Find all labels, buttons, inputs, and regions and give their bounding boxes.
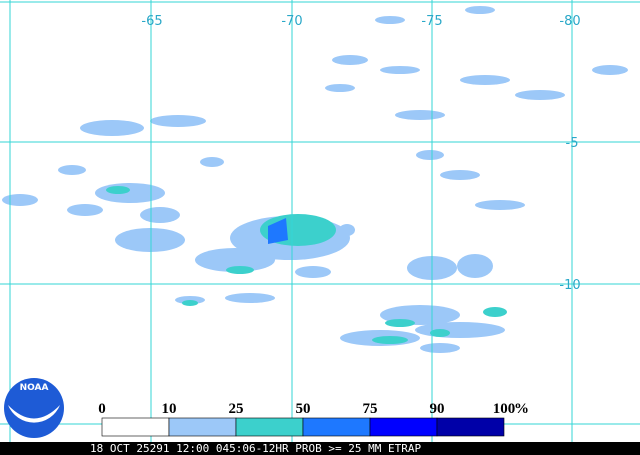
legend-label: 100	[493, 401, 516, 417]
legend-label: 0	[98, 401, 106, 417]
noaa-logo: NOAA	[4, 378, 64, 438]
legend-swatch	[235, 417, 304, 437]
legend-label: 90	[430, 401, 445, 417]
legend-swatch	[101, 417, 170, 437]
legend-label: 50	[296, 401, 311, 417]
latitude-label: -10	[559, 278, 580, 293]
legend-label: 75	[363, 401, 378, 417]
longitude-label: -65	[141, 14, 162, 29]
latitude-label: -5	[566, 136, 579, 151]
probability-areas	[2, 6, 628, 353]
logo-text: NOAA	[20, 383, 49, 393]
legend-unit: %	[514, 401, 529, 417]
longitude-label: -70	[281, 14, 302, 29]
probability-area-max	[268, 218, 288, 244]
legend-swatch	[302, 417, 371, 437]
legend-swatch	[436, 417, 505, 437]
legend-label: 10	[162, 401, 177, 417]
longitude-label: -80	[559, 14, 580, 29]
legend-swatch	[168, 417, 237, 437]
caption: 18 OCT 25291 12:00 045:06-12HR PROB >= 2…	[90, 442, 422, 455]
legend-swatch	[369, 417, 438, 437]
caption-bar	[0, 442, 640, 455]
legend: 0 10 25 50 75 90 100%	[98, 401, 529, 437]
longitude-label: -75	[421, 14, 442, 29]
legend-label: 25	[229, 401, 244, 417]
